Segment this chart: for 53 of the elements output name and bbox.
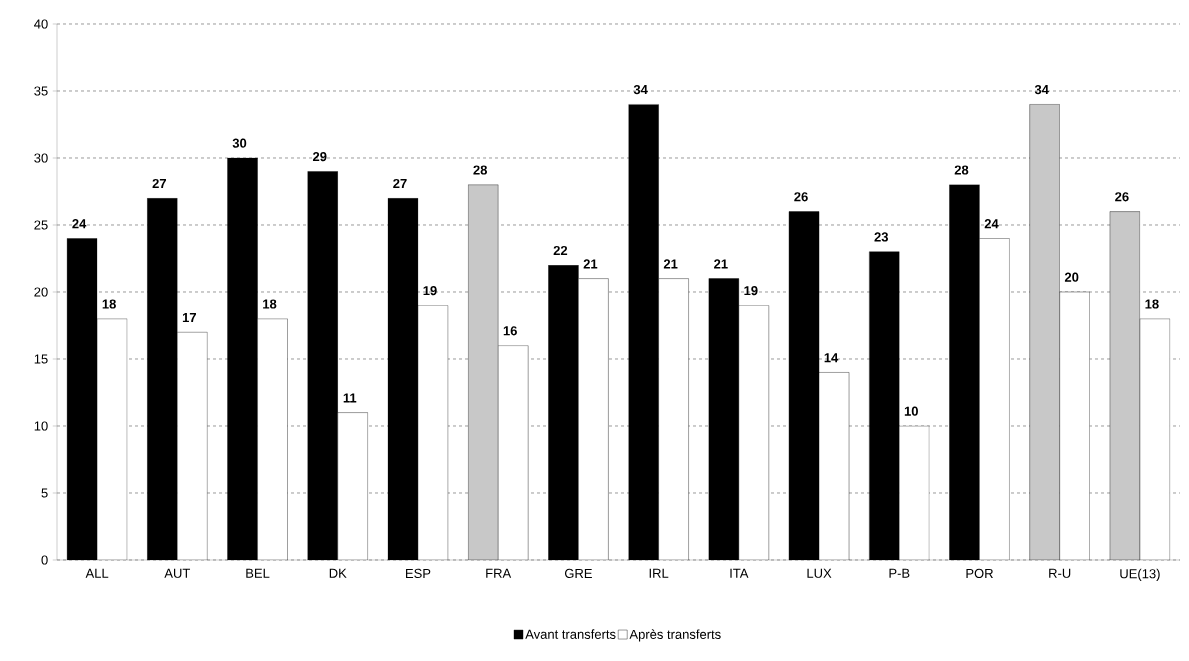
data-label: 16	[503, 326, 517, 336]
x-tick-label: LUX	[807, 568, 832, 578]
x-tick-label: UE(13)	[1120, 568, 1160, 581]
x-tick-label: GRE	[564, 568, 592, 578]
legend-label: Avant transferts	[525, 629, 616, 639]
data-label: 26	[1115, 192, 1129, 202]
x-tick-label: P-B	[889, 568, 910, 578]
x-tick-label: R-U	[1049, 568, 1071, 578]
x-tick-label: IRL	[649, 568, 669, 578]
data-label: 34	[1034, 84, 1049, 95]
x-tick-label: DK	[329, 568, 347, 578]
y-tick-label: 30	[34, 153, 48, 163]
legend-label: Après transferts	[629, 629, 721, 642]
x-tick-label: POR	[966, 568, 993, 578]
data-label: 23	[874, 232, 889, 242]
y-tick-label: 20	[34, 287, 48, 297]
x-tick-label: BEL	[246, 568, 270, 578]
data-label: 34	[633, 84, 648, 95]
y-tick-label: 0	[41, 555, 48, 565]
data-label: 29	[312, 151, 327, 162]
data-label: 28	[473, 165, 488, 175]
x-tick-label: ESP	[406, 568, 431, 578]
y-tick-label: 5	[41, 488, 48, 498]
data-label: 20	[1064, 272, 1079, 282]
data-label: 27	[393, 178, 407, 188]
data-label: 18	[102, 299, 116, 309]
y-tick-label: 25	[34, 220, 48, 230]
data-label: 19	[744, 285, 758, 296]
data-label: 27	[152, 178, 166, 188]
x-tick-label: ALL	[85, 568, 109, 578]
x-tick-label: AUT	[164, 568, 191, 578]
data-label: 19	[423, 285, 437, 296]
data-label: 24	[984, 219, 999, 229]
data-label: 14	[824, 353, 839, 363]
y-tick-label: 10	[34, 421, 48, 431]
data-label: 17	[182, 313, 196, 322]
data-label: 18	[1145, 299, 1159, 309]
data-label: 18	[263, 299, 277, 309]
data-label: 22	[553, 245, 568, 255]
data-label: 24	[72, 219, 87, 229]
x-tick-label: ITA	[730, 568, 749, 578]
y-tick-label: 15	[34, 354, 48, 364]
data-label: 30	[232, 138, 247, 148]
data-label: 21	[663, 259, 678, 269]
y-tick-label: 40	[34, 19, 48, 29]
data-label: 21	[583, 259, 598, 269]
data-label: 28	[954, 165, 969, 175]
data-label: 11	[343, 393, 357, 403]
data-label: 10	[904, 406, 918, 416]
data-label: 26	[794, 192, 808, 202]
y-tick-label: 35	[34, 86, 48, 96]
data-label: 21	[714, 259, 728, 269]
x-tick-label: FRA	[486, 568, 512, 578]
